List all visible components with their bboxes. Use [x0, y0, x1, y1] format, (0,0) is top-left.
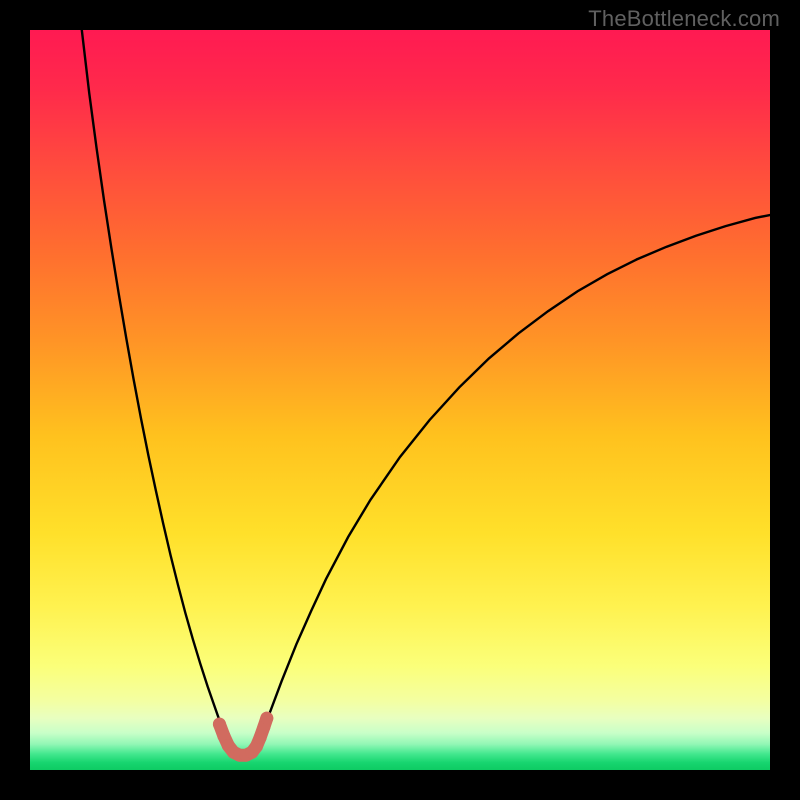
plot-area: [30, 30, 770, 770]
watermark-text: TheBottleneck.com: [588, 6, 780, 32]
gradient-background: [30, 30, 770, 770]
plot-svg: [30, 30, 770, 770]
chart-frame: TheBottleneck.com: [0, 0, 800, 800]
